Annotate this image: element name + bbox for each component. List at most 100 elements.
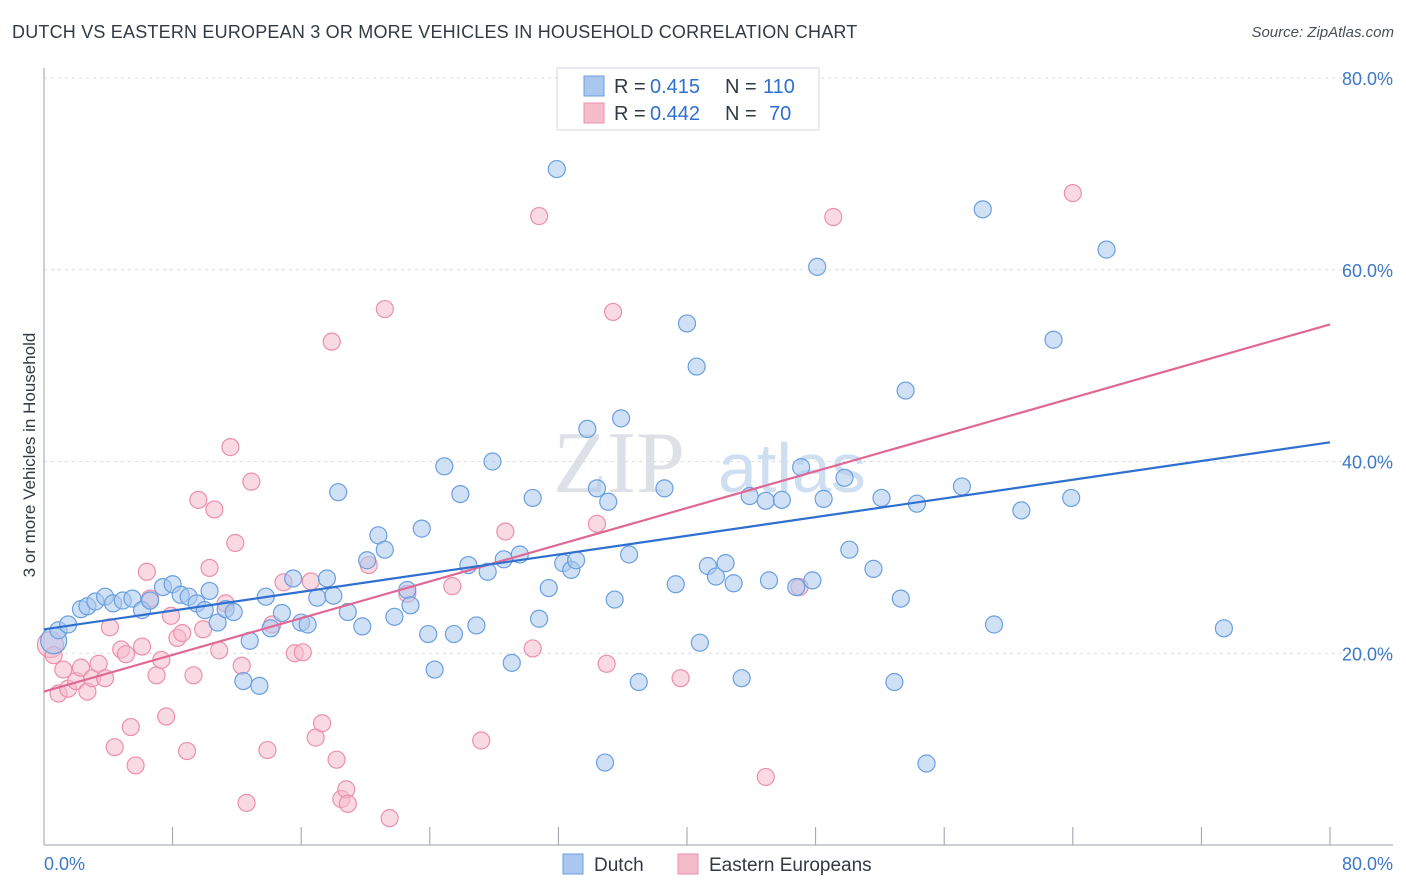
eastern-point xyxy=(301,572,320,591)
eastern-point xyxy=(242,472,261,491)
eastern-point xyxy=(105,738,124,757)
dutch-point xyxy=(716,554,735,573)
eastern-point xyxy=(221,438,240,457)
eastern-point xyxy=(157,707,176,726)
dutch-point xyxy=(917,754,936,773)
dutch-point xyxy=(629,672,648,692)
dutch-point xyxy=(952,477,971,496)
dutch-point xyxy=(272,603,292,623)
dutch-point xyxy=(756,491,775,510)
eastern-point xyxy=(1063,183,1082,203)
dutch-point xyxy=(200,581,219,601)
eastern-point xyxy=(147,666,166,685)
dutch-point xyxy=(385,607,404,626)
dutch-point xyxy=(1044,330,1063,349)
dutch-point xyxy=(401,596,420,615)
dutch-point xyxy=(973,200,992,219)
eastern-point xyxy=(756,767,775,787)
source-label: Source: ZipAtlas.com xyxy=(1251,24,1394,41)
eastern-point xyxy=(189,490,208,509)
legend-eastern-n-value: 70 xyxy=(769,103,791,125)
dutch-trend-line xyxy=(43,441,1331,631)
dutch-point xyxy=(478,562,497,581)
legend-swatch-eastern xyxy=(583,102,605,124)
eastern-point xyxy=(587,514,607,533)
legend-dutch-r-label: R = xyxy=(614,76,646,98)
eastern-point xyxy=(132,637,152,656)
dutch-point xyxy=(224,602,243,622)
dutch-point xyxy=(353,617,372,636)
dutch-point xyxy=(732,669,751,688)
bottom-legend-dutch: Dutch xyxy=(594,855,644,876)
trend-lines xyxy=(43,323,1331,693)
dutch-point xyxy=(840,540,859,559)
dutch-point xyxy=(814,489,833,508)
dutch-point xyxy=(284,569,303,588)
y-tick-label: 40.0% xyxy=(1342,453,1393,473)
dutch-point xyxy=(706,567,726,586)
eastern-point xyxy=(237,793,256,812)
legend-dutch-n-label: N = xyxy=(725,76,757,98)
y-tick-label: 80.0% xyxy=(1342,69,1393,89)
eastern-point xyxy=(443,577,462,596)
y-tick-label: 20.0% xyxy=(1342,644,1393,664)
dutch-point xyxy=(578,419,597,439)
eastern-point xyxy=(210,641,229,660)
dutch-point xyxy=(864,559,883,578)
dutch-point xyxy=(539,578,558,598)
eastern-point xyxy=(200,558,219,578)
dutch-point xyxy=(599,492,618,511)
dutch-point xyxy=(375,540,394,559)
legend-eastern-r-value: 0.442 xyxy=(650,103,700,125)
dutch-point xyxy=(329,483,348,502)
eastern-point xyxy=(523,639,542,658)
eastern-point xyxy=(380,809,399,828)
dutch-point xyxy=(605,590,624,609)
dutch-point xyxy=(891,589,910,608)
dutch-point xyxy=(595,753,615,772)
dutch-point xyxy=(451,484,470,504)
legend-dutch-r-value: 0.415 xyxy=(650,76,700,98)
dutch-point xyxy=(208,613,227,632)
dutch-point xyxy=(803,571,822,590)
dutch-point xyxy=(467,616,486,635)
eastern-point xyxy=(603,302,623,322)
eastern-point xyxy=(824,207,843,227)
eastern-point xyxy=(530,206,549,226)
eastern-point xyxy=(54,660,73,679)
dutch-point xyxy=(690,633,709,652)
x-tick-marks xyxy=(43,827,1331,845)
eastern-point xyxy=(322,332,341,351)
dutch-point xyxy=(655,479,674,498)
eastern-point xyxy=(116,645,136,664)
eastern-point xyxy=(121,717,140,737)
dutch-point xyxy=(772,490,791,509)
eastern-point xyxy=(205,500,224,519)
y-tick-label: 60.0% xyxy=(1342,261,1393,281)
eastern-point xyxy=(258,740,277,760)
dutch-point xyxy=(1062,488,1081,508)
legend-dutch-n-value: 110 xyxy=(763,76,795,98)
dutch-point xyxy=(1214,619,1234,638)
legend-eastern-n-label: N = xyxy=(725,103,757,125)
x-tick-label-min: 0.0% xyxy=(44,854,85,874)
dutch-point xyxy=(872,488,891,508)
x-tick-label-max: 80.0% xyxy=(1342,854,1393,874)
dutch-point xyxy=(140,591,160,610)
y-tick-labels: 20.0% 40.0% 60.0% 80.0% xyxy=(1342,69,1393,664)
series-legend: Dutch Eastern Europeans xyxy=(562,853,872,876)
dutch-point xyxy=(1097,240,1116,259)
dutch-point xyxy=(358,551,377,570)
dutch-point xyxy=(587,479,607,498)
eastern-point xyxy=(472,731,491,750)
dutch-points xyxy=(40,159,1234,773)
legend-swatch-dutch xyxy=(583,75,605,97)
watermark-zip: ZIP xyxy=(553,415,685,512)
chart-title: DUTCH VS EASTERN EUROPEAN 3 OR MORE VEHI… xyxy=(12,22,858,42)
eastern-point xyxy=(338,794,357,813)
dutch-point xyxy=(566,551,586,570)
dutch-point xyxy=(308,588,327,607)
eastern-point xyxy=(184,666,203,685)
eastern-point xyxy=(597,654,616,673)
